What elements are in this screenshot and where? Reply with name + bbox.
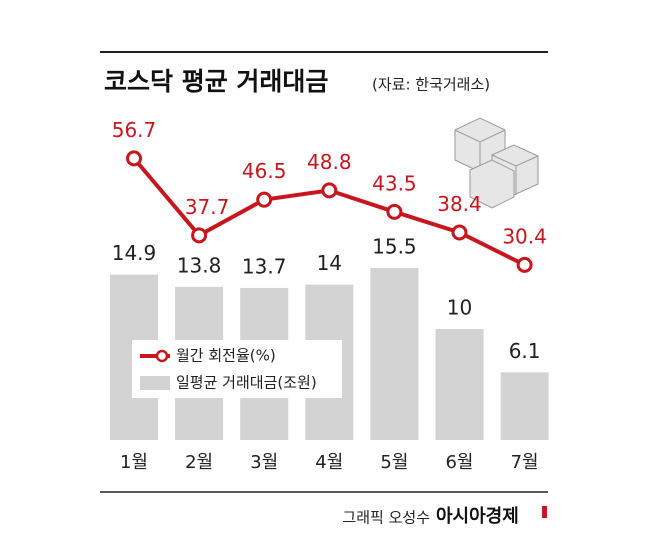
x-tick-label: 7월 (511, 452, 539, 473)
x-tick-label: 6월 (445, 452, 473, 473)
legend-swatch (140, 376, 170, 390)
chart-subtitle: (자료: 한국거래소) (372, 76, 490, 94)
x-tick-label: 3월 (250, 452, 278, 473)
line-marker (126, 150, 142, 167)
legend-marker (155, 349, 169, 363)
line-marker (321, 182, 338, 199)
line-value-label: 56.7 (112, 118, 157, 142)
x-tick-label: 1월 (120, 452, 148, 473)
bar-value-label: 6.1 (509, 339, 541, 363)
bar (500, 372, 549, 440)
line-marker (516, 256, 533, 273)
bar-value-label: 14.9 (112, 241, 157, 265)
line-marker (256, 191, 273, 208)
legend-label: 일평균 거래대금(조원) (176, 374, 317, 392)
line-marker (451, 224, 468, 241)
bar-value-label: 14 (317, 251, 342, 275)
line-value-label: 48.8 (307, 150, 352, 174)
chart-title: 코스닥 평균 거래대금 (104, 67, 328, 96)
line-value-label: 38.4 (437, 192, 482, 216)
bar (370, 267, 419, 440)
bar-value-label: 13.8 (177, 253, 222, 277)
x-tick-label: 2월 (185, 452, 213, 473)
bar-value-label: 10 (447, 296, 472, 320)
bar-value-label: 13.7 (242, 254, 287, 278)
publisher: 아시아경제 (436, 506, 519, 527)
bar (435, 329, 484, 440)
credit: 그래픽 오성수 (342, 509, 430, 527)
line-marker (386, 203, 403, 220)
x-tick-label: 5월 (380, 452, 408, 473)
line-value-label: 30.4 (502, 224, 547, 248)
bar-value-label: 15.5 (372, 234, 417, 258)
line-value-label: 43.5 (372, 171, 417, 195)
line-value-label: 46.5 (242, 159, 287, 183)
line-value-label: 37.7 (185, 195, 230, 219)
x-tick-label: 4월 (315, 452, 343, 473)
line-marker (191, 227, 208, 244)
legend-label: 월간 회전율(%) (176, 347, 276, 365)
money-icon (454, 117, 539, 209)
publisher-mark (542, 506, 547, 518)
